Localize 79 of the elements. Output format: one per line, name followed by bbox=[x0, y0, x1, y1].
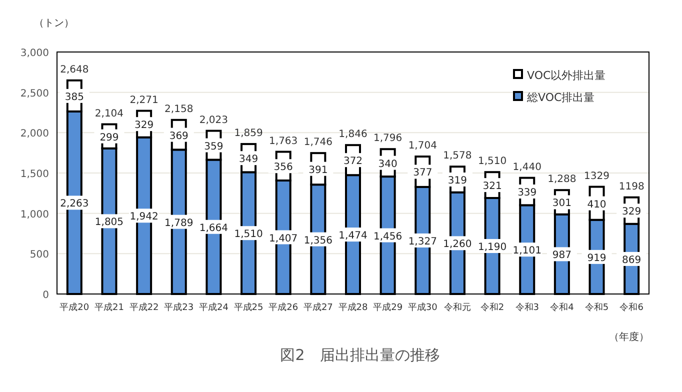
data-label: 1,510 bbox=[234, 229, 263, 240]
data-label: 359 bbox=[204, 141, 224, 152]
total-label: 2,023 bbox=[199, 114, 228, 126]
data-label: 1,327 bbox=[408, 236, 437, 248]
legend-label: 総VOC排出量 bbox=[526, 91, 595, 104]
x-tick-label: 平成21 bbox=[94, 302, 124, 313]
text: 図2 届出排出量の推移 bbox=[280, 346, 440, 364]
data-label: 329 bbox=[134, 120, 154, 132]
y-tick-label: 1,000 bbox=[20, 209, 49, 220]
y-tick-label: 500 bbox=[30, 250, 49, 261]
total-label: 2,271 bbox=[130, 94, 158, 106]
data-label: 321 bbox=[482, 181, 502, 192]
data-label: 919 bbox=[587, 252, 606, 264]
data-label: 987 bbox=[552, 250, 572, 262]
x-tick-label: 平成30 bbox=[408, 302, 438, 313]
total-label: 2,158 bbox=[164, 104, 194, 115]
total-label: 1,440 bbox=[512, 162, 542, 173]
total-label: 1,704 bbox=[408, 140, 437, 152]
y-axis-title: （トン） bbox=[34, 18, 74, 29]
y-tick-label: 3,000 bbox=[20, 48, 49, 59]
data-label: 377 bbox=[413, 168, 432, 179]
x-tick-label: 平成20 bbox=[60, 302, 90, 313]
x-tick-label: 平成27 bbox=[303, 302, 333, 313]
data-label: 1,805 bbox=[94, 217, 124, 228]
data-label: 1,456 bbox=[374, 231, 402, 242]
data-label: 349 bbox=[238, 154, 258, 166]
x-tick-label: 令和4 bbox=[550, 302, 574, 313]
total-label: 1,510 bbox=[478, 156, 507, 168]
total-label: 1,846 bbox=[338, 129, 368, 140]
x-tick-label: 平成25 bbox=[234, 302, 264, 313]
data-label: 1,789 bbox=[164, 218, 194, 229]
total-label: 1198 bbox=[618, 181, 644, 192]
data-label: 356 bbox=[274, 162, 293, 174]
total-label: 1,288 bbox=[548, 174, 576, 186]
data-label: 391 bbox=[308, 164, 328, 176]
x-axis-title: （年度） bbox=[609, 331, 649, 343]
x-tick-label: 令和2 bbox=[480, 302, 504, 313]
legend-label: VOC以外排出量 bbox=[527, 69, 606, 82]
total-label: 1,578 bbox=[443, 150, 472, 162]
total-label: 2,104 bbox=[94, 108, 124, 120]
data-label: 1,260 bbox=[443, 239, 472, 250]
x-tick-label: 令和5 bbox=[584, 302, 609, 313]
data-label: 369 bbox=[169, 130, 188, 142]
total-label: 1,859 bbox=[234, 128, 263, 140]
y-tick-label: 1,500 bbox=[20, 169, 49, 180]
y-tick-label: 2,500 bbox=[20, 88, 49, 100]
data-label: 1,664 bbox=[199, 222, 228, 234]
total-label: 1,746 bbox=[304, 137, 332, 148]
x-tick-label: 平成26 bbox=[268, 302, 298, 313]
data-label: 2,263 bbox=[60, 198, 89, 210]
data-label: 339 bbox=[518, 188, 537, 199]
data-label: 410 bbox=[587, 199, 606, 210]
x-tick-label: 平成29 bbox=[373, 302, 403, 313]
total-label: 2,648 bbox=[60, 64, 89, 76]
data-label: 1,942 bbox=[130, 212, 158, 223]
x-tick-label: 平成24 bbox=[198, 302, 229, 313]
data-label: 372 bbox=[343, 156, 363, 168]
data-label: 340 bbox=[378, 158, 398, 170]
x-tick-label: 平成28 bbox=[338, 302, 368, 313]
data-label: 869 bbox=[622, 254, 642, 266]
data-label: 1,474 bbox=[338, 230, 368, 242]
data-label: 385 bbox=[64, 92, 84, 103]
y-tick-label: 0 bbox=[42, 290, 49, 301]
x-tick-label: 平成22 bbox=[129, 302, 159, 313]
data-label: 1,356 bbox=[304, 235, 332, 246]
data-label: 1,407 bbox=[269, 233, 298, 244]
x-tick-label: 令和元 bbox=[444, 302, 471, 313]
data-label: 319 bbox=[448, 175, 468, 186]
x-tick-label: 令和3 bbox=[515, 302, 539, 313]
data-label: 1,101 bbox=[512, 246, 542, 257]
total-label: 1,796 bbox=[374, 133, 402, 144]
x-tick-label: 令和6 bbox=[620, 302, 644, 313]
total-label: 1,763 bbox=[269, 136, 298, 147]
x-tick-label: 平成23 bbox=[164, 302, 194, 313]
data-label: 329 bbox=[622, 206, 642, 218]
data-label: 1,190 bbox=[478, 242, 507, 254]
y-tick-label: 2,000 bbox=[20, 128, 49, 140]
total-label: 1329 bbox=[584, 170, 610, 182]
data-label: 299 bbox=[100, 132, 119, 144]
